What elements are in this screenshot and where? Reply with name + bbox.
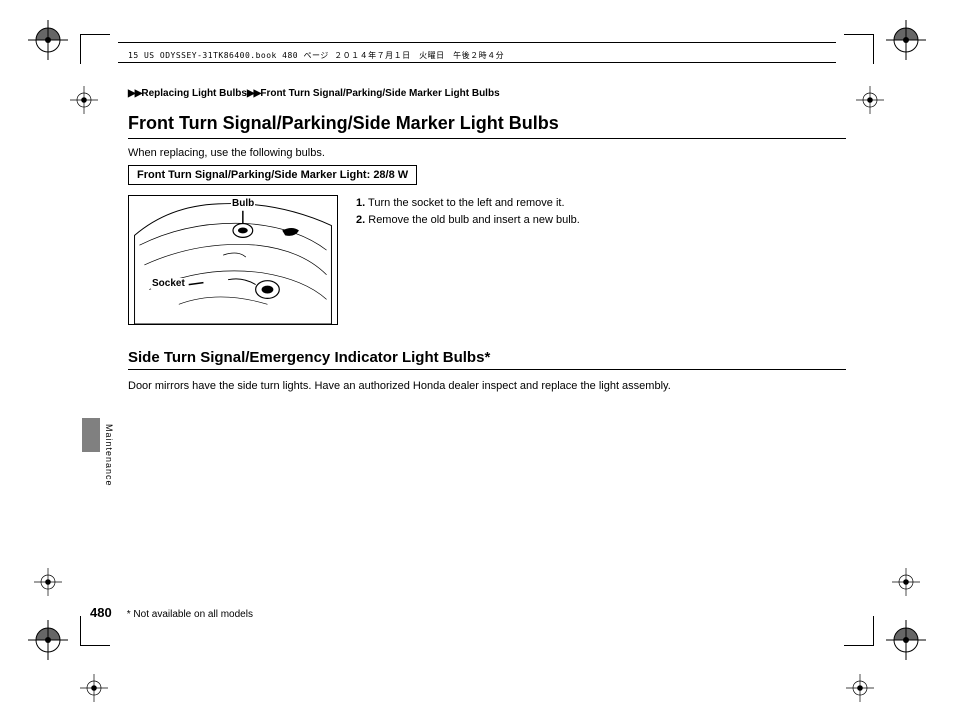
section-label: Maintenance (104, 424, 114, 487)
side-reg-ul (70, 86, 98, 114)
asterisk-icon: * (484, 349, 490, 366)
step-text: Turn the socket to the left and remove i… (368, 197, 564, 209)
fig-label-socket: Socket (151, 278, 186, 289)
section2-title: Side Turn Signal/Emergency Indicator Lig… (128, 349, 846, 370)
breadcrumb-seg1: Replacing Light Bulbs (141, 88, 247, 99)
side-reg-br2 (846, 674, 874, 702)
reg-mark-tr (886, 20, 926, 60)
breadcrumb-seg2: Front Turn Signal/Parking/Side Marker Li… (260, 88, 499, 99)
section2-body: Door mirrors have the side turn lights. … (128, 378, 846, 395)
step-num: 2. (356, 214, 365, 226)
page-footer: 480 * Not available on all models (90, 605, 253, 620)
side-reg-bl2 (80, 674, 108, 702)
section1-intro: When replacing, use the following bulbs. (128, 147, 846, 159)
breadcrumb: ▶▶Replacing Light Bulbs▶▶Front Turn Sign… (128, 88, 846, 99)
crop-corner-tl (70, 24, 100, 54)
reg-mark-bl (28, 620, 68, 660)
side-reg-ll (34, 568, 62, 596)
crop-corner-bl (70, 626, 100, 656)
crop-corner-tr (854, 24, 884, 54)
page-content: ▶▶Replacing Light Bulbs▶▶Front Turn Sign… (128, 88, 846, 395)
spec-box: Front Turn Signal/Parking/Side Marker Li… (128, 165, 417, 185)
steps-list: 1. Turn the socket to the left and remov… (356, 195, 580, 325)
header-rule-top (118, 42, 836, 43)
bulb-diagram: Bulb Socket (128, 195, 338, 325)
header-rule-bottom (118, 62, 836, 63)
header-meta: 15 US ODYSSEY-31TK86400.book 480 ページ ２０１… (128, 50, 504, 61)
section2-title-text: Side Turn Signal/Emergency Indicator Lig… (128, 349, 484, 366)
section1-title: Front Turn Signal/Parking/Side Marker Li… (128, 113, 846, 139)
breadcrumb-arrow-icon: ▶▶ (128, 88, 141, 99)
step-text: Remove the old bulb and insert a new bul… (368, 214, 580, 226)
crop-corner-br (854, 626, 884, 656)
figure-row: Bulb Socket 1. Turn the socket to the le… (128, 195, 846, 325)
step-2: 2. Remove the old bulb and insert a new … (356, 212, 580, 229)
breadcrumb-arrow-icon: ▶▶ (247, 88, 260, 99)
reg-mark-br (886, 620, 926, 660)
section-tab (82, 418, 100, 452)
step-num: 1. (356, 197, 365, 209)
side-reg-lr (892, 568, 920, 596)
step-1: 1. Turn the socket to the left and remov… (356, 195, 580, 212)
page-number: 480 (90, 605, 112, 620)
fig-label-bulb: Bulb (231, 198, 255, 209)
side-reg-ur (856, 86, 884, 114)
reg-mark-tl (28, 20, 68, 60)
footnote: * Not available on all models (127, 609, 253, 620)
